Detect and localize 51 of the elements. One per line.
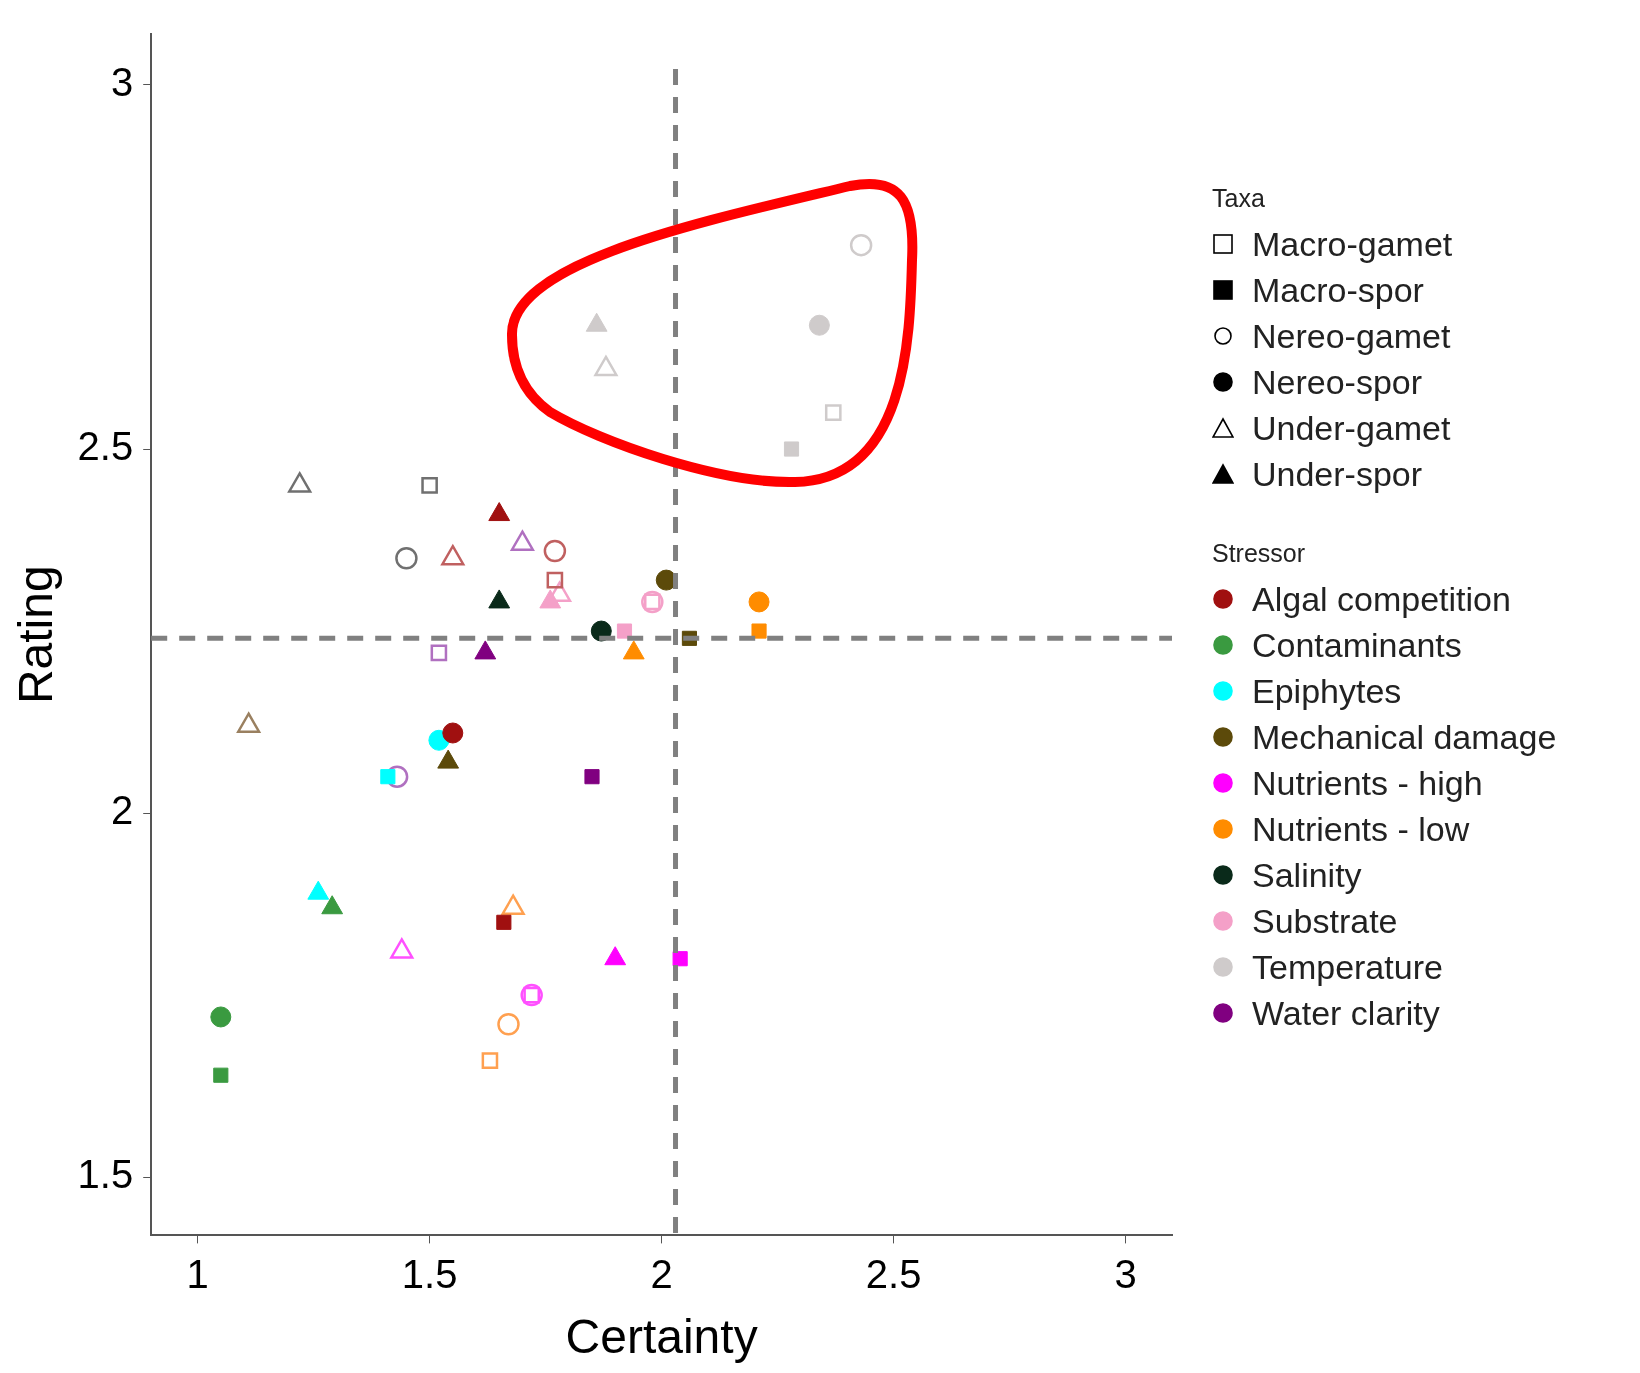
point xyxy=(783,441,800,457)
point xyxy=(210,1006,232,1028)
text: Nereo-gamet xyxy=(1252,316,1451,356)
point xyxy=(481,1052,499,1069)
legend-label: Temperature xyxy=(1252,947,1443,987)
point xyxy=(442,722,464,744)
point xyxy=(584,769,600,785)
point xyxy=(546,571,564,589)
legend-label: Substrate xyxy=(1252,901,1398,941)
y-axis-title: Rating xyxy=(9,565,63,705)
point xyxy=(430,644,448,662)
legend-label: Salinity xyxy=(1252,855,1362,895)
point xyxy=(395,547,418,570)
legend-label: Algal competition xyxy=(1252,579,1511,619)
legend-label: Mechanical damage xyxy=(1252,717,1557,757)
point xyxy=(751,623,767,639)
legend-label: Nutrients - high xyxy=(1252,763,1483,803)
legend-label: Nutrients - low xyxy=(1252,809,1470,849)
point xyxy=(849,233,873,257)
text: Taxa xyxy=(1212,184,1266,213)
point xyxy=(808,314,830,336)
x-tick-label: 1 xyxy=(186,1252,209,1297)
point xyxy=(543,539,567,563)
text: Macro-gamet xyxy=(1252,224,1453,264)
x-tick-label: 3 xyxy=(1114,1252,1137,1297)
legend-label: Water clarity xyxy=(1252,993,1440,1033)
point xyxy=(748,591,770,613)
y-tick-label: 3 xyxy=(110,60,134,104)
point xyxy=(213,1067,229,1083)
x-tick-label: 2 xyxy=(650,1252,673,1297)
point xyxy=(672,951,688,967)
point xyxy=(824,404,842,421)
y-tick-label: 2 xyxy=(110,788,134,833)
x-tick-label: 1.5 xyxy=(401,1252,458,1297)
y-tick-label: 2.5 xyxy=(77,424,134,469)
point xyxy=(497,1012,520,1036)
x-axis-title: Certainty xyxy=(565,1310,758,1364)
point xyxy=(380,769,396,785)
text: Under-spor xyxy=(1252,454,1423,494)
legend-label: Contaminants xyxy=(1252,625,1462,665)
point xyxy=(421,477,438,494)
legend-label: Epiphytes xyxy=(1252,671,1402,711)
point xyxy=(655,569,677,591)
point xyxy=(616,623,633,639)
text: Macro-spor xyxy=(1252,270,1424,310)
legend-title: Stressor xyxy=(1212,539,1307,568)
text: Under-gamet xyxy=(1252,408,1451,448)
text: Nereo-spor xyxy=(1252,362,1423,402)
x-tick-label: 2.5 xyxy=(865,1252,922,1297)
point xyxy=(496,914,512,930)
y-tick-label: 1.5 xyxy=(77,1152,134,1197)
